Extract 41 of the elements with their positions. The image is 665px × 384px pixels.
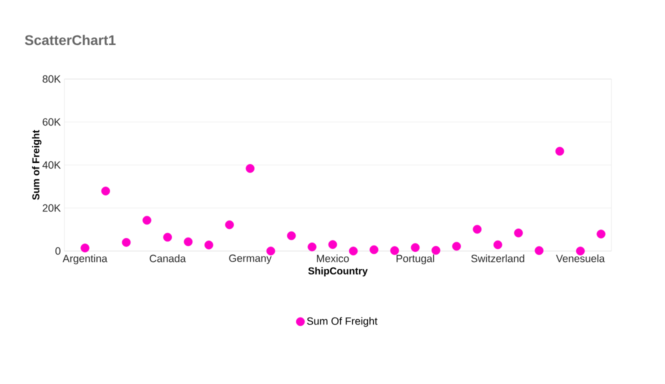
x-tick-label: Canada [150, 254, 186, 262]
point [410, 243, 420, 252]
point [452, 242, 461, 251]
point [122, 238, 131, 247]
y-tick-label: 40K [42, 161, 61, 169]
y-tick-label: 20K [42, 204, 61, 212]
point [514, 228, 523, 238]
point [308, 242, 316, 252]
point [287, 231, 296, 240]
point [328, 240, 338, 249]
point [390, 246, 400, 255]
point [204, 240, 214, 250]
legend-label: Sum Of Freight [307, 317, 378, 327]
point [370, 245, 378, 254]
point [348, 246, 358, 256]
x-tick-label: Venesuela [556, 254, 605, 262]
point [184, 237, 193, 246]
point [596, 230, 606, 238]
y-tick-label: 60K [42, 118, 61, 126]
point [80, 244, 90, 252]
y-tick-label: 80K [42, 75, 61, 83]
x-tick-label: Portugal [396, 254, 434, 264]
x-axis-title: ShipCountry [308, 267, 368, 276]
point [142, 216, 152, 225]
x-tick-label: Argentina [62, 254, 108, 264]
point [534, 246, 544, 255]
point [493, 240, 502, 250]
point [432, 246, 440, 255]
point [555, 146, 564, 156]
point [246, 164, 255, 173]
x-tick-label: Mexico [316, 254, 349, 262]
x-tick-label: Switzerland [471, 254, 524, 262]
x-tick-label: Germany [229, 254, 272, 264]
point [225, 220, 234, 230]
point [101, 186, 110, 196]
chart-title: ScatterChart1 [24, 34, 116, 46]
point [266, 246, 276, 256]
y-tick-label: 0 [55, 247, 60, 255]
point [472, 224, 482, 234]
point [163, 232, 172, 242]
y-axis-title: Sum of Freight [32, 130, 42, 200]
